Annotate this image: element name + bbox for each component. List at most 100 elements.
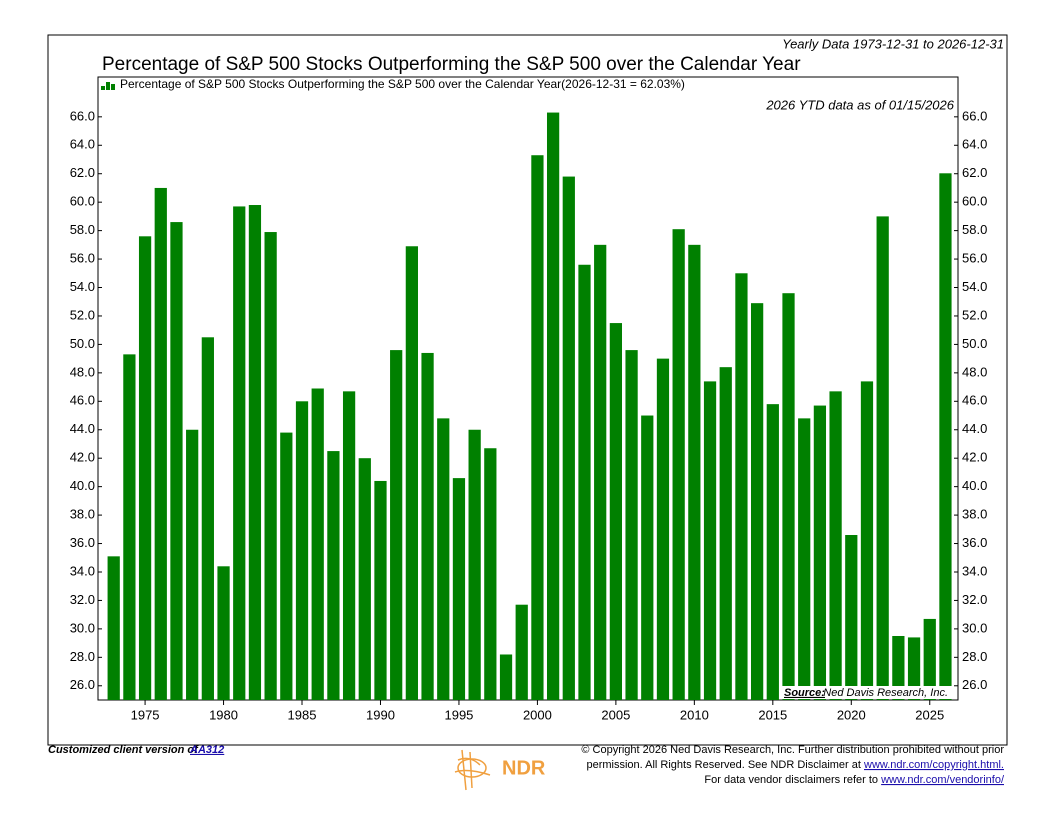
y2-tick-label: 26.0 [962,677,987,692]
bar [562,176,575,700]
legend: Percentage of S&P 500 Stocks Outperformi… [101,77,685,91]
y2-tick-label: 60.0 [962,194,987,209]
bar [766,404,779,700]
bar [138,236,152,700]
bar [390,350,403,700]
y-tick-label: 46.0 [70,393,95,408]
y-tick-label: 26.0 [70,677,95,692]
outer-frame [47,34,1008,746]
legend-icon [106,82,110,90]
y2-tick-label: 34.0 [962,563,987,578]
plot-frame [97,76,959,701]
y-tick-label: 38.0 [70,507,95,522]
bar [437,418,450,700]
y-tick-label: 66.0 [70,108,95,123]
y2-tick-label: 36.0 [962,535,987,550]
logo: NDR [454,749,546,791]
bar [233,206,246,700]
y2-tick-label: 48.0 [962,364,987,379]
y2-tick-label: 56.0 [962,251,987,266]
bar [688,244,701,700]
bar [546,112,560,700]
y2-tick-label: 54.0 [962,279,987,294]
bar [939,173,952,701]
y2-tick-label: 30.0 [962,620,987,635]
x-tick-label: 2005 [601,707,630,722]
bar [405,246,418,700]
y-tick-label: 50.0 [70,336,95,351]
bar [186,429,199,700]
bar [782,293,795,700]
legend-icon [101,86,105,90]
y2-tick-label: 42.0 [962,450,987,465]
y-tick-label: 44.0 [70,421,95,436]
x-tick-label: 1975 [131,707,160,722]
y-tick-label: 58.0 [70,222,95,237]
copyright-line: © Copyright 2026 Ned Davis Research, Inc… [581,744,1004,756]
bar [499,654,513,700]
y-tick-label: 30.0 [70,620,95,635]
bar [264,232,277,700]
copyright-line: permission. All Rights Reserved. See NDR… [586,759,1004,771]
legend-label: Percentage of S&P 500 Stocks Outperformi… [120,77,685,91]
bar [327,451,340,700]
bar [609,323,623,700]
y2-tick-label: 58.0 [962,222,987,237]
bar [641,415,654,700]
x-tick-label: 1985 [288,707,317,722]
bar [798,418,811,700]
bar [876,216,889,700]
x-tick-label: 2020 [837,707,866,722]
bar [719,367,732,700]
subtitle: Yearly Data 1973-12-31 to 2026-12-31 [782,36,1004,51]
bar [656,358,670,700]
source-label: Source: [784,687,825,699]
copyright-text: permission. All Rights Reserved. See NDR… [586,759,864,771]
y2-tick-label: 40.0 [962,478,987,493]
y-tick-label: 42.0 [70,450,95,465]
bar [515,604,528,700]
bar [468,429,481,700]
chart-title: Percentage of S&P 500 Stocks Outperformi… [102,54,801,75]
bar [578,264,591,700]
y2-tick-label: 46.0 [962,393,987,408]
annotation: 2026 YTD data as of 01/15/2026 [765,97,954,112]
y-tick-label: 64.0 [70,137,95,152]
y2-tick-label: 38.0 [962,507,987,522]
bars [107,112,952,701]
y-tick-label: 28.0 [70,649,95,664]
client-link[interactable]: AA312 [189,744,224,756]
bar [923,618,936,700]
x-tick-label: 1980 [209,707,238,722]
y-tick-label: 32.0 [70,592,95,607]
bar [594,244,607,700]
bar [813,405,827,700]
y2-tick-label: 44.0 [962,421,987,436]
x-tick-label: 2010 [680,707,709,722]
bar [484,448,497,700]
y-tick-label: 60.0 [70,194,95,209]
copyright-link[interactable]: www.ndr.com/vendorinfo/ [880,774,1005,786]
x-tick-label: 2015 [758,707,787,722]
bar [107,556,120,700]
bar [311,388,324,700]
source: Ned Davis Research, Inc. [823,687,948,699]
bar [170,222,183,700]
bar [625,350,638,700]
copyright-link[interactable]: www.ndr.com/copyright.html. [863,759,1004,771]
bar [892,635,905,700]
y2-tick-label: 66.0 [962,108,987,123]
bar [907,637,921,700]
bar [421,352,434,700]
y2-tick-label: 64.0 [962,137,987,152]
bar [531,155,544,700]
bar [280,432,293,700]
y-tick-label: 62.0 [70,165,95,180]
bar [295,401,309,700]
y2-tick-label: 50.0 [962,336,987,351]
source-box [781,686,956,699]
y2-tick-label: 32.0 [962,592,987,607]
bar [217,566,230,700]
bar [672,229,685,700]
